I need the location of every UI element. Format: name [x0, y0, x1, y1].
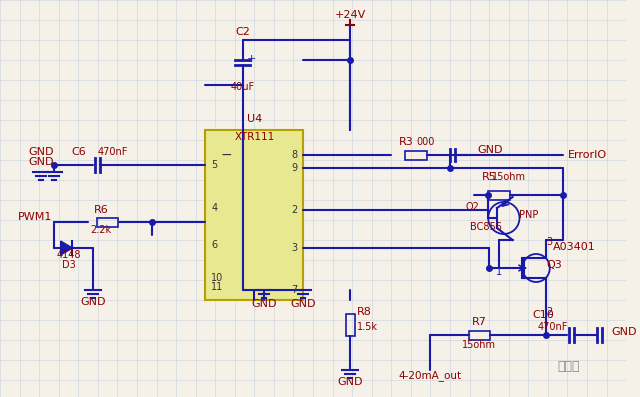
- Text: 10: 10: [211, 273, 223, 283]
- Text: 1.5k: 1.5k: [357, 322, 378, 332]
- Text: 000: 000: [417, 137, 435, 147]
- Text: GND: GND: [611, 327, 637, 337]
- Text: −: −: [220, 148, 232, 162]
- Text: GND: GND: [252, 299, 277, 309]
- Bar: [488, 191, 509, 200]
- Polygon shape: [61, 241, 72, 255]
- Text: GND: GND: [337, 377, 363, 387]
- Text: GND: GND: [291, 299, 316, 309]
- Text: R5: R5: [482, 172, 497, 182]
- Text: 11: 11: [211, 282, 223, 292]
- Text: ErrorIO: ErrorIO: [568, 150, 607, 160]
- Text: 5: 5: [211, 160, 218, 170]
- Text: D3: D3: [61, 260, 76, 270]
- Text: Q2: Q2: [465, 202, 479, 212]
- Text: +24V: +24V: [335, 10, 366, 20]
- Text: R3: R3: [399, 137, 413, 147]
- Text: 15ohm: 15ohm: [462, 340, 497, 350]
- Text: C2: C2: [235, 27, 250, 37]
- Text: PWM1: PWM1: [18, 212, 52, 222]
- Bar: [97, 218, 118, 227]
- Text: 3: 3: [546, 237, 552, 247]
- Text: A03401: A03401: [553, 242, 595, 252]
- Text: 1: 1: [496, 267, 502, 277]
- Text: 4148: 4148: [56, 250, 81, 260]
- Text: 2: 2: [546, 307, 552, 317]
- Text: Q3: Q3: [546, 260, 562, 270]
- Text: U4: U4: [247, 114, 262, 124]
- Text: 3: 3: [291, 243, 298, 253]
- Text: 2.2k: 2.2k: [90, 225, 111, 235]
- Text: XTR111: XTR111: [234, 132, 275, 142]
- Text: GND: GND: [80, 297, 106, 307]
- Text: 4-20mA_out: 4-20mA_out: [399, 370, 462, 381]
- Text: R6: R6: [93, 205, 108, 215]
- Text: C10: C10: [532, 310, 554, 320]
- Text: 40uF: 40uF: [230, 82, 255, 92]
- Bar: [405, 150, 426, 160]
- Text: 8: 8: [291, 150, 298, 160]
- Text: BC856: BC856: [470, 222, 502, 232]
- Text: C6: C6: [71, 147, 86, 157]
- Text: 7: 7: [291, 285, 298, 295]
- Text: 电气圈: 电气圈: [557, 360, 580, 373]
- Text: 470nF: 470nF: [538, 322, 568, 332]
- Text: 15ohm: 15ohm: [492, 172, 525, 182]
- Text: PNP: PNP: [518, 210, 538, 220]
- Text: GND: GND: [28, 157, 54, 167]
- Bar: [346, 314, 355, 336]
- Text: 4: 4: [211, 203, 218, 213]
- Text: R8: R8: [357, 307, 372, 317]
- Text: 2: 2: [291, 205, 298, 215]
- Text: +: +: [246, 54, 256, 64]
- Text: 6: 6: [211, 240, 218, 250]
- Bar: [468, 330, 490, 339]
- Bar: [205, 130, 303, 300]
- Text: GND: GND: [28, 147, 54, 157]
- Text: 470nF: 470nF: [97, 147, 128, 157]
- Text: GND: GND: [477, 145, 503, 155]
- Text: 9: 9: [291, 163, 298, 173]
- Text: R7: R7: [472, 317, 487, 327]
